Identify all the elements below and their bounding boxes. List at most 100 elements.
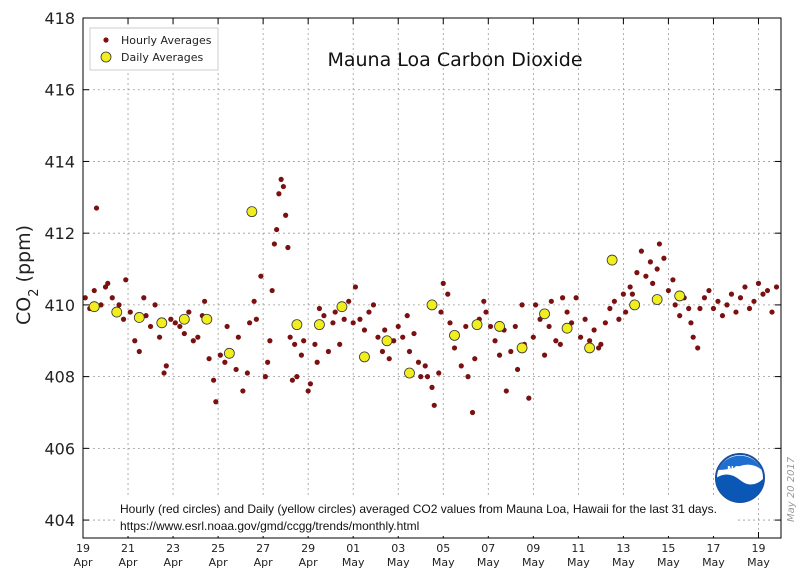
x-tick-day-label: 09 — [526, 542, 540, 555]
hourly-point — [411, 330, 417, 337]
hourly-point — [487, 323, 494, 330]
hourly-point — [294, 374, 300, 380]
hourly-point — [370, 302, 377, 308]
hourly-point — [557, 341, 563, 347]
hourly-point — [217, 352, 223, 358]
x-tick-month-label: May — [657, 556, 680, 569]
hourly-point — [647, 259, 654, 265]
daily-point — [133, 312, 145, 323]
daily-point — [494, 321, 505, 332]
x-tick-month-label: Apr — [254, 556, 274, 569]
noaa-logo: NOAA — [715, 453, 765, 503]
hourly-point — [98, 302, 104, 308]
hourly-point — [445, 291, 451, 297]
hourly-point — [251, 298, 257, 304]
daily-point — [88, 301, 100, 313]
hourly-point — [400, 334, 406, 340]
hourly-point — [530, 334, 536, 340]
hourly-point — [519, 302, 525, 308]
hourly-point — [213, 399, 219, 405]
daily-point — [178, 313, 190, 325]
hourly-point — [620, 291, 626, 297]
daily-point — [561, 322, 573, 334]
hourly-point — [163, 363, 169, 369]
noaa-logo-sky — [718, 455, 762, 470]
hourly-point — [465, 374, 471, 380]
hourly-point — [623, 309, 629, 315]
hourly-point — [136, 348, 142, 355]
hourly-point — [82, 295, 88, 301]
hourly-averages-series — [82, 176, 780, 416]
hourly-point — [573, 295, 579, 301]
daily-point — [156, 317, 168, 329]
hourly-point — [422, 363, 428, 369]
hourly-point — [244, 370, 250, 376]
hourly-point — [325, 348, 332, 355]
hourly-point — [451, 345, 458, 351]
hourly-point — [418, 374, 424, 380]
hourly-point — [755, 280, 762, 286]
hourly-point — [375, 334, 381, 340]
legend-hourly-marker — [103, 37, 109, 43]
hourly-point — [769, 309, 775, 315]
hourly-point — [582, 316, 588, 322]
hourly-point — [269, 287, 275, 294]
hourly-point — [305, 388, 311, 394]
hourly-point — [724, 302, 730, 308]
hourly-point — [258, 273, 264, 279]
y-tick-label: 414 — [44, 152, 75, 171]
hourly-point — [415, 359, 422, 365]
annotation-line-1: Hourly (red circles) and Daily (yellow c… — [120, 502, 717, 516]
y-axis-label-unit: (ppm) — [13, 225, 35, 289]
hourly-point — [553, 338, 559, 344]
hourly-point — [341, 316, 347, 322]
hourly-point — [247, 320, 253, 326]
daily-point — [606, 254, 618, 266]
daily-point — [291, 319, 303, 331]
hourly-point — [638, 248, 645, 254]
hourly-point — [746, 305, 753, 312]
daily-point — [651, 294, 663, 305]
hourly-point — [379, 348, 386, 355]
x-tick-day-label: 11 — [571, 542, 585, 555]
hourly-point — [330, 320, 336, 326]
x-tick-day-label: 15 — [661, 542, 675, 555]
hourly-point — [760, 291, 766, 297]
x-tick-day-label: 01 — [346, 542, 360, 555]
hourly-point — [172, 320, 178, 326]
y-tick-label: 410 — [44, 296, 75, 315]
hourly-point — [503, 388, 509, 394]
hourly-point — [123, 277, 129, 283]
annotation-background — [116, 496, 738, 536]
hourly-point — [206, 356, 212, 362]
hourly-point — [629, 291, 635, 297]
hourly-point — [429, 384, 435, 390]
hourly-point — [672, 302, 678, 308]
hourly-point — [616, 316, 622, 322]
hourly-point — [161, 370, 167, 376]
hourly-point — [222, 359, 228, 365]
hourly-point — [265, 359, 271, 365]
hourly-point — [93, 205, 100, 211]
hourly-point — [321, 313, 327, 319]
hourly-point — [656, 241, 663, 247]
hourly-point — [314, 359, 320, 365]
hourly-point — [654, 266, 660, 272]
hourly-point — [719, 313, 726, 319]
hourly-point — [627, 284, 633, 290]
hourly-point — [578, 334, 584, 340]
hourly-point — [147, 323, 154, 330]
legend: Hourly Averages Daily Averages — [89, 27, 219, 71]
hourly-point — [512, 323, 518, 330]
daily-point — [449, 329, 460, 341]
hourly-point — [587, 338, 593, 344]
hourly-point — [424, 374, 431, 380]
hourly-point — [271, 241, 277, 247]
hourly-point — [278, 176, 284, 182]
hourly-point — [438, 309, 444, 315]
y-tick-label: 412 — [44, 224, 75, 243]
hourly-point — [751, 298, 757, 304]
y-tick-label: 404 — [44, 511, 75, 530]
hourly-point — [105, 280, 111, 286]
legend-daily-label: Daily Averages — [121, 51, 204, 64]
